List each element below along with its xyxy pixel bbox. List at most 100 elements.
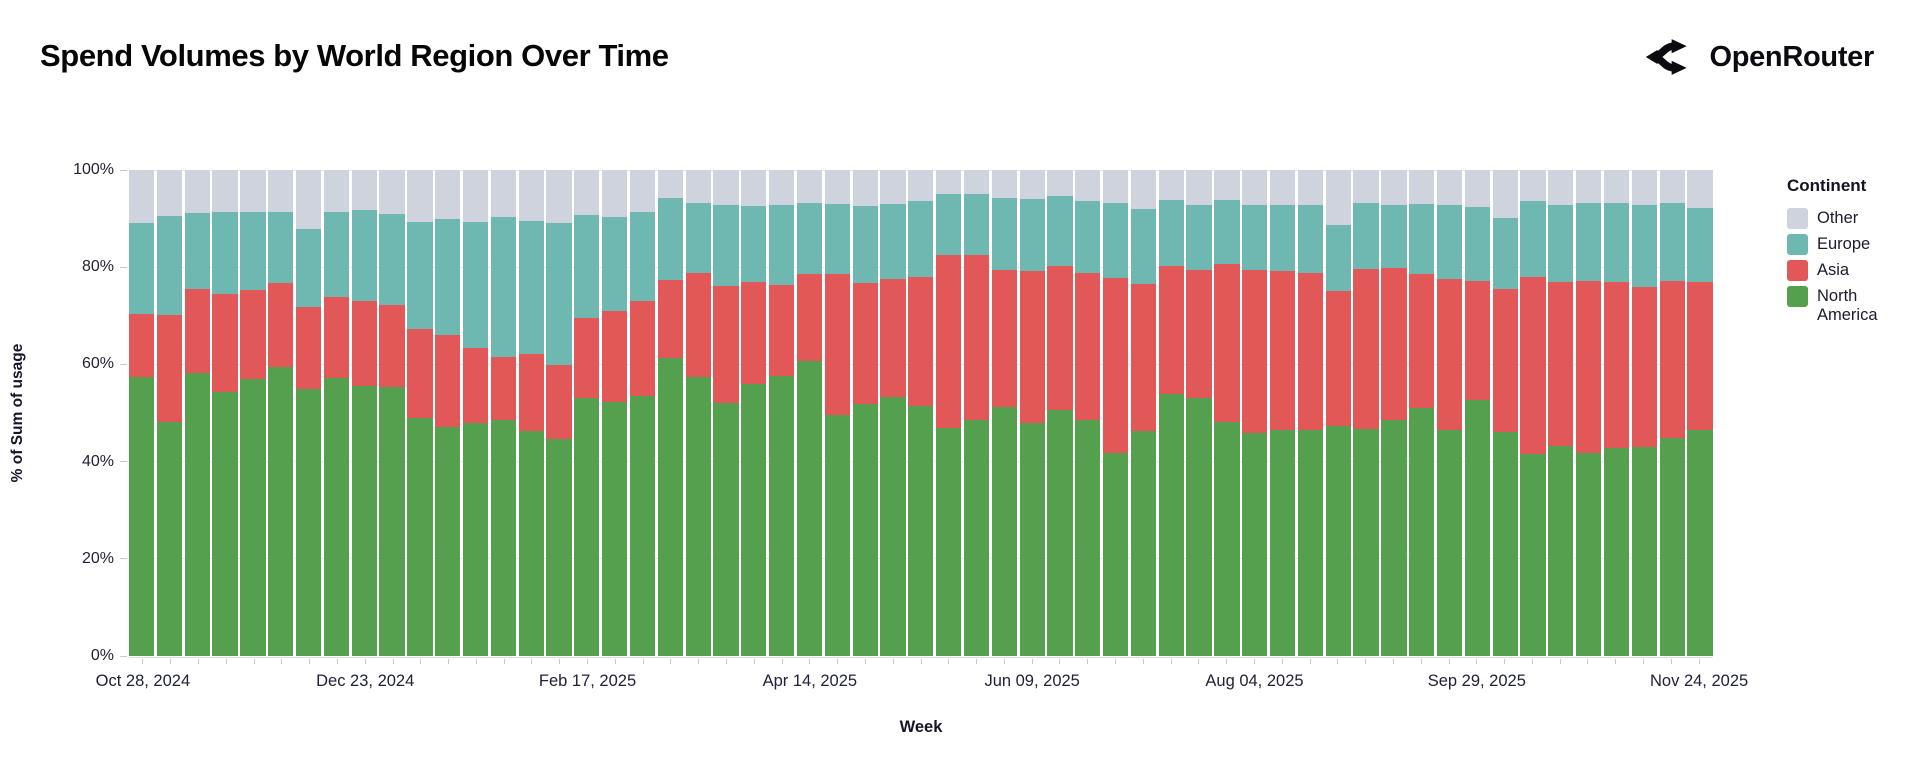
- stacked-bar-week-Nov 17, 2025[interactable]: [1659, 170, 1685, 656]
- bar-segment-europe[interactable]: [323, 211, 350, 298]
- bar-segment-asia[interactable]: [741, 282, 767, 385]
- bar-segment-north-america[interactable]: [156, 422, 183, 656]
- bar-segment-other[interactable]: [741, 170, 767, 206]
- bar-segment-asia[interactable]: [1130, 284, 1157, 431]
- bar-segment-europe[interactable]: [657, 198, 683, 280]
- bar-segment-north-america[interactable]: [991, 406, 1017, 656]
- bar-segment-other[interactable]: [295, 170, 322, 229]
- bar-segment-other[interactable]: [1687, 170, 1713, 208]
- bar-segment-north-america[interactable]: [435, 426, 461, 656]
- bar-segment-north-america[interactable]: [1687, 430, 1713, 656]
- bar-segment-north-america[interactable]: [1130, 430, 1157, 656]
- bar-segment-north-america[interactable]: [629, 396, 656, 656]
- bar-segment-asia[interactable]: [1102, 278, 1129, 453]
- bar-segment-europe[interactable]: [1464, 207, 1490, 282]
- stacked-bar-week-Apr 28, 2025[interactable]: [852, 170, 878, 656]
- bar-segment-europe[interactable]: [1548, 204, 1574, 283]
- stacked-bar-week-Jul 21, 2025[interactable]: [1186, 170, 1212, 656]
- stacked-bar-week-Mar 24, 2025[interactable]: [713, 170, 739, 656]
- bar-segment-other[interactable]: [351, 170, 377, 211]
- bar-segment-europe[interactable]: [852, 206, 878, 284]
- bar-segment-europe[interactable]: [824, 203, 850, 275]
- bar-segment-other[interactable]: [1464, 170, 1490, 208]
- bar-segment-north-america[interactable]: [1381, 419, 1407, 656]
- stacked-bar-week-Mar 10, 2025[interactable]: [657, 170, 683, 656]
- bar-segment-asia[interactable]: [1214, 263, 1240, 422]
- bar-segment-other[interactable]: [1075, 170, 1101, 201]
- bar-segment-asia[interactable]: [1325, 291, 1351, 427]
- bar-segment-europe[interactable]: [685, 202, 711, 274]
- bar-segment-other[interactable]: [769, 170, 795, 205]
- bar-segment-other[interactable]: [991, 170, 1017, 199]
- stacked-bar-week-Jun 09, 2025[interactable]: [1019, 170, 1045, 656]
- bar-segment-north-america[interactable]: [323, 377, 350, 656]
- bar-segment-north-america[interactable]: [1019, 423, 1045, 656]
- bar-segment-other[interactable]: [1603, 170, 1630, 203]
- bar-segment-north-america[interactable]: [1214, 421, 1240, 656]
- bar-segment-asia[interactable]: [769, 284, 795, 377]
- stacked-bar-week-Oct 27, 2025[interactable]: [1576, 170, 1602, 656]
- stacked-bar-week-Nov 10, 2025[interactable]: [1631, 170, 1657, 656]
- bar-segment-other[interactable]: [657, 170, 683, 199]
- bar-segment-other[interactable]: [1353, 170, 1379, 203]
- bar-segment-other[interactable]: [184, 170, 210, 213]
- bar-segment-europe[interactable]: [796, 202, 823, 274]
- bar-segment-other[interactable]: [1520, 170, 1546, 201]
- bar-segment-europe[interactable]: [936, 194, 962, 255]
- stacked-bar-week-Nov 11, 2024[interactable]: [184, 170, 210, 656]
- bar-segment-asia[interactable]: [1242, 270, 1268, 434]
- stacked-bar-week-Sep 29, 2025[interactable]: [1464, 170, 1490, 656]
- stacked-bar-week-Jun 02, 2025[interactable]: [991, 170, 1017, 656]
- stacked-bar-week-Mar 03, 2025[interactable]: [629, 170, 656, 656]
- bar-segment-europe[interactable]: [240, 211, 266, 291]
- stacked-bar-week-Dec 09, 2024[interactable]: [295, 170, 322, 656]
- bar-segment-europe[interactable]: [1353, 202, 1379, 270]
- bar-segment-asia[interactable]: [602, 311, 628, 403]
- stacked-bar-week-Jan 27, 2025[interactable]: [490, 170, 516, 656]
- bar-segment-europe[interactable]: [1576, 202, 1602, 281]
- stacked-bar-week-Oct 20, 2025[interactable]: [1548, 170, 1574, 656]
- stacked-bar-week-Dec 02, 2024[interactable]: [268, 170, 294, 656]
- stacked-bar-week-Oct 06, 2025[interactable]: [1492, 170, 1518, 656]
- bar-segment-asia[interactable]: [1520, 276, 1546, 455]
- stacked-bar-week-Aug 04, 2025[interactable]: [1242, 170, 1268, 656]
- bar-segment-north-america[interactable]: [602, 402, 628, 656]
- bar-segment-asia[interactable]: [379, 305, 405, 388]
- bar-segment-asia[interactable]: [156, 314, 183, 423]
- bar-segment-other[interactable]: [1186, 170, 1212, 206]
- stacked-bar-week-Nov 04, 2024[interactable]: [156, 170, 183, 656]
- bar-segment-north-america[interactable]: [1576, 453, 1602, 656]
- bar-segment-asia[interactable]: [685, 273, 711, 377]
- bar-segment-europe[interactable]: [1214, 199, 1240, 264]
- bar-segment-other[interactable]: [1047, 170, 1073, 197]
- bar-segment-europe[interactable]: [1436, 205, 1463, 280]
- bar-segment-europe[interactable]: [908, 201, 934, 278]
- bar-segment-north-america[interactable]: [1102, 452, 1129, 656]
- bar-segment-north-america[interactable]: [908, 405, 934, 656]
- bar-segment-north-america[interactable]: [295, 389, 322, 656]
- bar-segment-europe[interactable]: [407, 221, 433, 329]
- bar-segment-asia[interactable]: [1353, 269, 1379, 429]
- bar-segment-europe[interactable]: [1492, 218, 1518, 289]
- bar-segment-north-america[interactable]: [574, 398, 600, 656]
- bar-segment-other[interactable]: [435, 170, 461, 220]
- bar-segment-north-america[interactable]: [351, 385, 377, 656]
- bar-segment-europe[interactable]: [435, 219, 461, 336]
- stacked-bar-week-Mar 31, 2025[interactable]: [741, 170, 767, 656]
- bar-segment-north-america[interactable]: [1242, 433, 1268, 656]
- bar-segment-other[interactable]: [490, 170, 516, 218]
- bar-segment-north-america[interactable]: [1659, 437, 1685, 656]
- bar-segment-europe[interactable]: [880, 203, 906, 279]
- bar-segment-other[interactable]: [1492, 170, 1518, 219]
- stacked-bar-week-Oct 13, 2025[interactable]: [1520, 170, 1546, 656]
- bar-segment-other[interactable]: [518, 170, 544, 222]
- bar-segment-other[interactable]: [852, 170, 878, 206]
- bar-segment-asia[interactable]: [1631, 286, 1657, 447]
- bar-segment-asia[interactable]: [184, 288, 210, 374]
- bar-segment-other[interactable]: [1325, 170, 1351, 225]
- bar-segment-other[interactable]: [1548, 170, 1574, 205]
- stacked-bar-week-Nov 03, 2025[interactable]: [1603, 170, 1630, 656]
- bar-segment-other[interactable]: [129, 170, 155, 224]
- bar-segment-other[interactable]: [1381, 170, 1407, 205]
- stacked-bar-week-Jul 07, 2025[interactable]: [1130, 170, 1157, 656]
